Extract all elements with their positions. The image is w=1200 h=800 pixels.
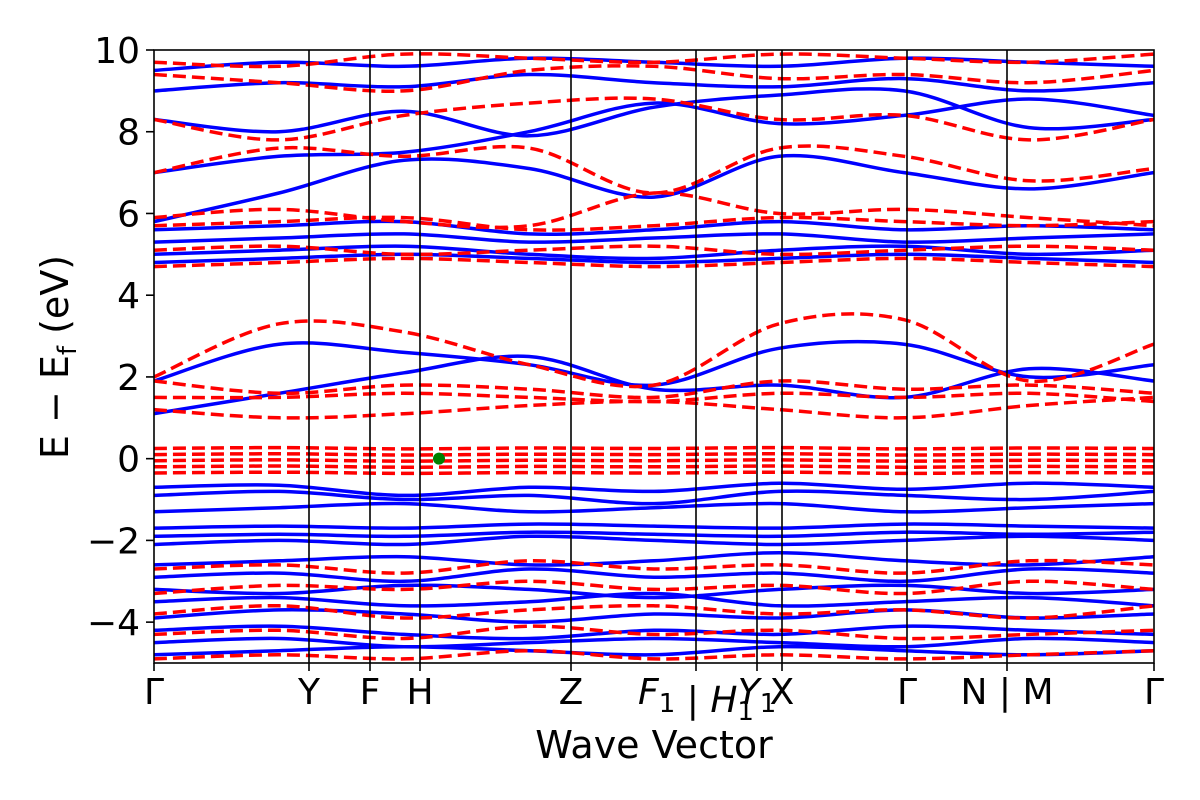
x-tick-label-7: Y1 <box>738 672 777 719</box>
x-tick-label-3: F <box>360 672 381 713</box>
y-tick-label-4: 4 <box>117 276 140 317</box>
solid-band-14 <box>154 354 1154 416</box>
y-tick-label-7: 10 <box>94 31 140 72</box>
y-tick-label-1: −2 <box>87 521 140 562</box>
dashed-band-11 <box>154 391 1154 404</box>
dashed-band-3 <box>154 579 1154 596</box>
solid-band-3 <box>154 608 1154 624</box>
y-axis: −4 −2 0 2 4 6 8 10 <box>87 31 154 644</box>
dashed-band-19 <box>154 96 1154 142</box>
solid-band-8 <box>154 534 1154 547</box>
solid-band-9 <box>154 530 1154 539</box>
dashed-band-17 <box>154 191 1154 230</box>
dashed-band-21 <box>154 52 1154 69</box>
y-tick-label-6: 8 <box>117 113 140 154</box>
solid-band-10 <box>154 522 1154 530</box>
solid-band-2 <box>154 624 1154 641</box>
y-tick-label-5: 6 <box>117 194 140 235</box>
y-axis-title-main: E − E <box>33 355 77 459</box>
x-tick-label-1: Γ <box>1144 672 1164 713</box>
x-tick-label-6: F1 | H1 <box>638 672 754 727</box>
dashed-band-7 <box>154 458 1154 463</box>
solid-band-18 <box>154 232 1154 244</box>
dashed-band-15 <box>154 244 1154 257</box>
dashed-band-2 <box>154 603 1154 620</box>
solid-band-4 <box>154 591 1154 608</box>
dashed-band-1 <box>154 624 1154 641</box>
solid-band-6 <box>154 567 1154 584</box>
y-tick-label-0: −4 <box>87 603 140 644</box>
solid-band-21 <box>154 97 1154 175</box>
dashed-band-9 <box>154 445 1154 451</box>
x-tick-label-0: Γ <box>144 672 164 713</box>
x-axis-title: Wave Vector <box>535 723 773 767</box>
dashed-band-5 <box>154 470 1154 476</box>
x-tick-label-5: Z <box>559 672 584 713</box>
x-tick-label-9: Γ <box>897 672 917 713</box>
dashed-band-16 <box>154 215 1154 232</box>
solid-band-20 <box>154 153 1154 224</box>
solid-band-23 <box>154 72 1154 93</box>
dashed-band-6 <box>154 464 1154 469</box>
x-tick-label-8: X <box>770 672 795 713</box>
x-tick-label-10: N | M <box>960 672 1053 713</box>
dashed-band-20 <box>154 64 1154 93</box>
fermi-marker <box>433 452 445 465</box>
y-axis-title: E − Ef (eV) <box>33 255 83 459</box>
y-axis-title-unit: (eV) <box>33 255 77 346</box>
solid-band-0 <box>154 644 1154 657</box>
x-tick-label-2: Y <box>297 672 321 713</box>
dashed-band-13 <box>154 312 1154 389</box>
solid-band-7 <box>154 550 1154 567</box>
y-tick-label-3: 2 <box>117 358 140 399</box>
dashed-band-0 <box>154 648 1154 661</box>
high-symmetry-lines <box>308 50 1008 663</box>
y-tick-label-2: 0 <box>117 440 140 481</box>
dashed-band-12 <box>154 379 1154 400</box>
solid-band-16 <box>154 252 1154 265</box>
solid-band-15 <box>154 339 1154 388</box>
y-axis-title-sub: f <box>53 345 83 355</box>
dashed-band-14 <box>154 256 1154 269</box>
solid-band-12 <box>154 489 1154 506</box>
solid-band-24 <box>154 56 1154 73</box>
bands-layer <box>154 52 1154 661</box>
dashed-band-4 <box>154 558 1154 575</box>
solid-band-11 <box>154 501 1154 514</box>
solid-band-5 <box>154 583 1154 600</box>
dashed-band-8 <box>154 452 1154 457</box>
plot-frame <box>153 49 1155 664</box>
solid-band-22 <box>154 87 1154 138</box>
solid-band-19 <box>154 219 1154 236</box>
solid-band-13 <box>154 481 1154 498</box>
dashed-band-18 <box>154 144 1154 195</box>
x-tick-label-4: H <box>406 672 433 713</box>
solid-band-1 <box>154 636 1154 649</box>
